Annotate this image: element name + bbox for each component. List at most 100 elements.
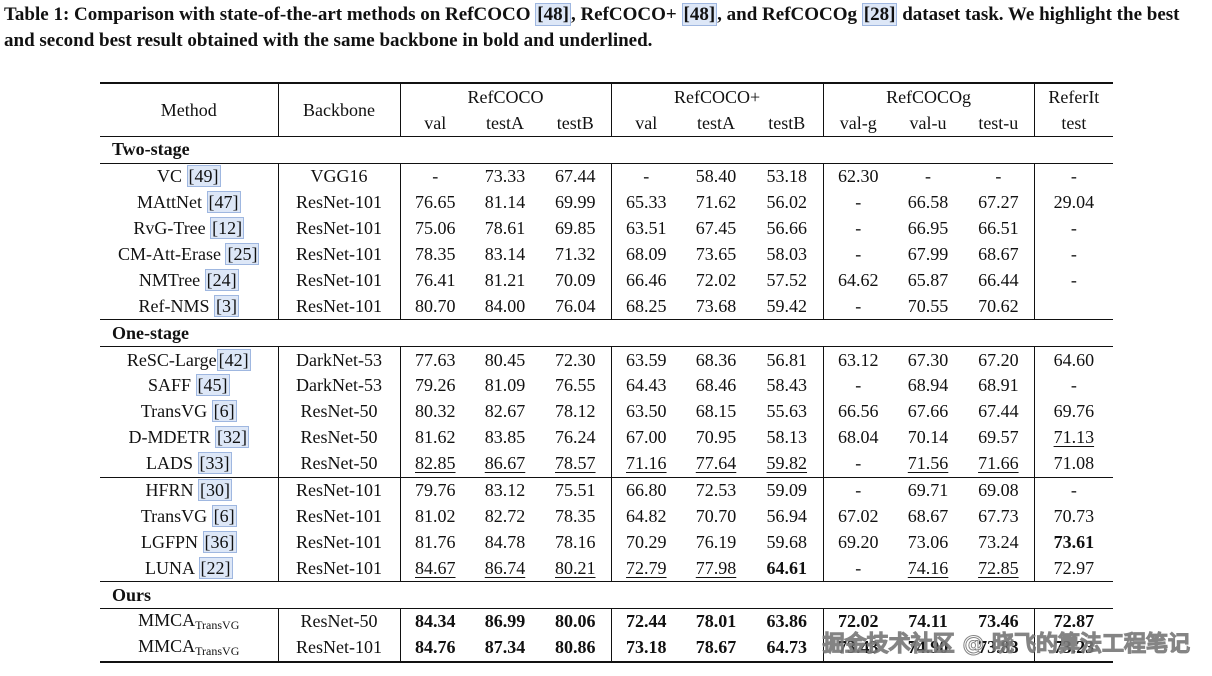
value-cell: 73.06 xyxy=(893,529,963,555)
method-name: SAFF xyxy=(147,375,192,396)
value: 80.32 xyxy=(415,401,456,422)
value: - xyxy=(855,557,862,578)
value-cell: 79.26 xyxy=(400,373,470,399)
value-cell: 70.95 xyxy=(681,425,751,451)
citation: [48] xyxy=(535,3,571,26)
value-cell: 72.53 xyxy=(681,476,752,504)
method-cell: VC [49] xyxy=(100,163,279,190)
caption-text: , RefCOCO+ xyxy=(570,4,682,25)
method-name: MMCA xyxy=(138,610,196,631)
value: 72.87 xyxy=(1053,611,1095,632)
value: 81.09 xyxy=(484,375,526,396)
value-cell: 72.87 xyxy=(1034,609,1113,635)
value: 57.52 xyxy=(766,269,808,290)
value-cell: 67.73 xyxy=(963,503,1035,530)
value-cell: - xyxy=(1034,242,1113,268)
value-cell: 67.44 xyxy=(963,398,1035,425)
value: 67.44 xyxy=(555,166,596,187)
value: - xyxy=(855,295,862,316)
value: 63.86 xyxy=(766,611,808,632)
value-cell: 80.32 xyxy=(400,399,470,425)
citation: [24] xyxy=(204,268,239,291)
value: 64.62 xyxy=(838,269,879,290)
value: 67.30 xyxy=(907,349,949,370)
value: 73.43 xyxy=(838,637,879,658)
value: 69.99 xyxy=(555,192,596,213)
value: 74.16 xyxy=(907,557,949,578)
value: 68.94 xyxy=(907,375,949,396)
method-cell: TransVG [6] xyxy=(100,503,279,530)
column-header: testA xyxy=(697,113,736,133)
value-cell: 69.85 xyxy=(540,215,612,242)
value: 63.12 xyxy=(838,349,879,370)
value: 59.42 xyxy=(766,295,808,316)
citation: [36] xyxy=(202,530,237,553)
value: 73.83 xyxy=(978,637,1019,658)
value: 68.04 xyxy=(838,427,879,448)
value: 64.73 xyxy=(766,637,808,658)
value-cell: 74.16 xyxy=(893,555,963,581)
value-cell: 68.67 xyxy=(893,503,963,529)
table-row: CM-Att-Erase [25] ResNet-101 78.35 83.14 71.… xyxy=(100,241,1113,268)
value: 81.02 xyxy=(415,505,456,526)
value-cell: 81.02 xyxy=(400,503,470,529)
value-cell: 83.12 xyxy=(470,476,540,504)
value: 68.91 xyxy=(978,375,1019,396)
value: - xyxy=(855,375,862,396)
column-header: test-u xyxy=(963,111,1035,137)
value: 70.29 xyxy=(626,531,667,552)
value-cell: 58.40 xyxy=(681,163,751,189)
value: 79.76 xyxy=(415,480,456,501)
value: 63.51 xyxy=(626,218,667,239)
value-cell: 66.51 xyxy=(963,215,1035,242)
header-row: Method Backbone RefCOCO RefCOCO+ RefCOCOg Ref… xyxy=(100,82,1114,137)
value: 72.02 xyxy=(695,269,737,290)
method-subscript: TransVG xyxy=(195,644,240,659)
value-cell: 81.76 xyxy=(400,529,470,555)
value: 70.55 xyxy=(907,295,949,316)
value: 68.67 xyxy=(907,505,949,526)
value-cell: 53.18 xyxy=(751,163,824,190)
backbone-cell: ResNet-50 xyxy=(278,608,401,635)
value: 84.67 xyxy=(415,557,456,578)
value: 58.43 xyxy=(766,375,808,396)
value: 75.06 xyxy=(415,218,456,239)
value: 83.12 xyxy=(484,480,526,501)
value-cell: 67.66 xyxy=(893,399,963,425)
value-cell: 82.67 xyxy=(470,399,540,425)
value-cell: 66.44 xyxy=(963,267,1035,294)
value-cell: - xyxy=(963,163,1035,190)
value-cell: - xyxy=(823,190,893,216)
value-cell: 76.65 xyxy=(400,190,470,216)
group-header: RefCOCOg xyxy=(823,82,1035,111)
value-cell: 78.16 xyxy=(540,529,612,556)
value-cell: 58.03 xyxy=(751,241,824,268)
value-cell: 63.50 xyxy=(611,399,681,425)
value: 64.61 xyxy=(766,557,808,578)
value-cell: 69.76 xyxy=(1034,399,1113,425)
value-cell: 66.56 xyxy=(823,399,893,425)
value: 87.34 xyxy=(484,637,526,658)
value: 77.63 xyxy=(415,349,456,370)
value: 78.35 xyxy=(415,244,456,264)
value: - xyxy=(925,166,932,187)
value-cell: 73.33 xyxy=(470,163,540,189)
value: 71.13 xyxy=(1053,427,1095,448)
method-cell: LGFPN [36] xyxy=(100,529,279,556)
value-cell: 73.65 xyxy=(681,242,751,268)
value-cell: 70.29 xyxy=(611,529,681,555)
method-name: D-MDETR xyxy=(128,427,211,448)
citation: [42] xyxy=(216,348,251,371)
value: 71.32 xyxy=(555,244,596,264)
value: 67.00 xyxy=(626,427,667,448)
value-cell: 73.24 xyxy=(963,529,1035,556)
method-subscript: TransVG xyxy=(195,618,240,633)
table-row: MAttNet [47] ResNet-101 76.65 81.14 69.99 65.… xyxy=(100,189,1113,216)
value: 81.14 xyxy=(484,192,526,213)
table-header: Method Backbone RefCOCO RefCOCO+ RefCOCOg Ref… xyxy=(100,82,1114,137)
value-cell: 57.52 xyxy=(751,267,824,294)
value-cell: - xyxy=(823,373,893,399)
table-row: MMCATransVG ResNet-50 84.34 86.99 80.06 72.44… xyxy=(100,608,1113,635)
value-cell: 63.59 xyxy=(611,347,681,373)
value: 83.14 xyxy=(484,244,526,264)
